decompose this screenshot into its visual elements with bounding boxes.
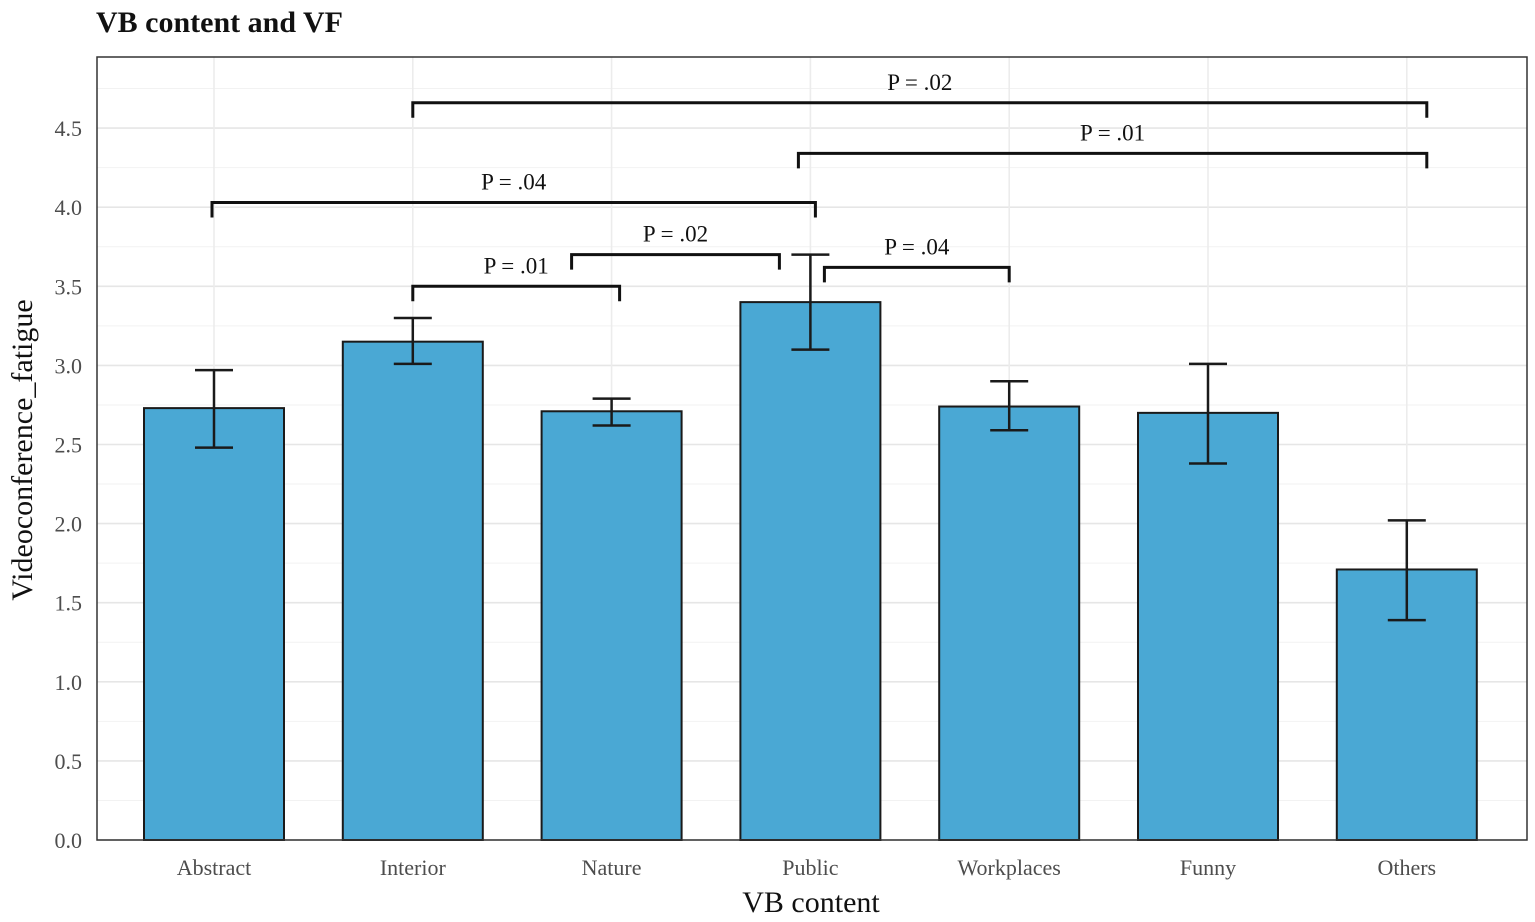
x-tick-label: Workplaces bbox=[958, 855, 1061, 880]
axes: 0.0 0.5 1.0 1.5 2.0 2.5 3.0 3.5 4.0 4.5 Abstract In… bbox=[55, 116, 1437, 880]
error-bar-abstract bbox=[195, 368, 233, 449]
y-tick-label: 2.5 bbox=[55, 433, 83, 458]
y-tick-label: 4.5 bbox=[55, 116, 83, 141]
x-tick-label: Others bbox=[1377, 855, 1436, 880]
p-value-label: P = .02 bbox=[887, 70, 952, 95]
significance-bracket: P = .01 bbox=[411, 253, 622, 302]
x-tick-label: Abstract bbox=[177, 855, 252, 880]
error-bar-others bbox=[1387, 519, 1426, 622]
error-bar-workplaces bbox=[990, 379, 1029, 432]
p-value-label: P = .04 bbox=[884, 234, 950, 259]
y-axis-label: Videoconference_fatigue bbox=[6, 299, 39, 600]
significance-bracket: P = .04 bbox=[210, 169, 817, 218]
x-axis-label: VB content bbox=[742, 886, 880, 919]
x-tick-label: Public bbox=[782, 855, 838, 880]
y-tick-label: 3.0 bbox=[55, 353, 83, 378]
error-bar-interior bbox=[393, 316, 432, 366]
plot-border bbox=[96, 56, 1528, 841]
significance-bracket: P = .01 bbox=[796, 120, 1429, 169]
bar-interior bbox=[341, 340, 484, 841]
y-tick-label: 0.0 bbox=[55, 828, 83, 853]
y-tick-label: 4.0 bbox=[55, 195, 83, 220]
y-tick-label: 1.0 bbox=[55, 670, 83, 695]
significance-brackets: P = .02 P = .01 P = .04 P = .02 P = .01 P = .… bbox=[210, 70, 1429, 302]
bar-nature bbox=[540, 410, 683, 841]
p-value-label: P = .02 bbox=[643, 222, 708, 247]
y-tick-label: 2.0 bbox=[55, 512, 83, 537]
p-value-label: P = .01 bbox=[484, 253, 549, 278]
significance-bracket: P = .02 bbox=[570, 222, 781, 270]
x-tick-label: Nature bbox=[582, 855, 642, 880]
bars bbox=[143, 301, 1478, 842]
p-value-label: P = .04 bbox=[481, 169, 547, 194]
y-tick-label: 0.5 bbox=[55, 749, 83, 774]
x-tick-label: Interior bbox=[380, 855, 447, 880]
bar-funny bbox=[1137, 411, 1279, 841]
error-bar-public bbox=[791, 253, 830, 351]
chart-title: VB content and VF bbox=[96, 6, 343, 39]
x-tick-label: Funny bbox=[1180, 855, 1236, 880]
error-bars bbox=[195, 253, 1426, 622]
significance-bracket: P = .04 bbox=[822, 234, 1011, 283]
error-bar-nature bbox=[592, 397, 631, 427]
significance-bracket: P = .02 bbox=[411, 70, 1429, 118]
bar-public bbox=[739, 301, 882, 841]
error-bar-funny bbox=[1189, 362, 1227, 465]
bar-workplaces bbox=[938, 405, 1081, 841]
y-tick-label: 1.5 bbox=[55, 591, 83, 616]
bar-abstract bbox=[143, 407, 285, 841]
y-tick-label: 3.5 bbox=[55, 274, 83, 299]
p-value-label: P = .01 bbox=[1080, 120, 1145, 145]
